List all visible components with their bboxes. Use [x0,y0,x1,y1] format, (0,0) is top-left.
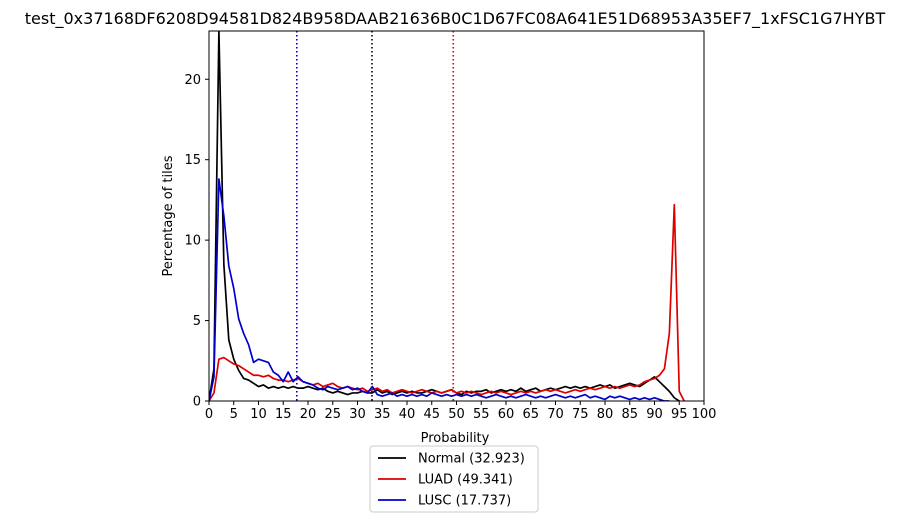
x-tick-label: 0 [205,407,213,422]
y-tick-label: 15 [184,153,201,168]
x-axis-label: Probability [421,431,490,446]
series-line-2 [209,178,670,401]
x-tick-label: 25 [324,407,341,422]
legend-entry-2: LUSC (17.737) [418,494,511,509]
legend-entry-1: LUAD (49.341) [418,473,513,488]
series-group [209,31,685,401]
plot-area: 0 5 10 15 20 25 30 35 40 45 50 55 60 65 70 75 80 85 90 95 10… [184,30,717,422]
x-tick-label: 15 [275,407,292,422]
plot-frame [208,30,705,402]
x-tick-label: 50 [448,407,465,422]
legend-box [369,445,539,513]
chart-title: test_0x37168DF6208D94581D824B958DAAB2163… [25,9,886,29]
x-tick-label: 55 [473,407,490,422]
x-tick-label: 5 [230,407,238,422]
y-tick-label: 20 [184,73,201,88]
x-tick-label: 65 [522,407,539,422]
y-axis-label: Percentage of tiles [161,155,176,276]
x-tick-label: 85 [621,407,638,422]
x-tick-label: 80 [597,407,614,422]
x-tick-label: 35 [374,407,391,422]
x-tick-label: 30 [349,407,366,422]
y-tick-label: 5 [193,314,201,329]
legend: Normal (32.923) LUAD (49.341) LUSC (17.737… [369,445,539,513]
x-tick-label: 70 [547,407,564,422]
legend-entry-0: Normal (32.923) [418,452,525,467]
x-tick-label: 75 [572,407,589,422]
x-tick-label: 100 [692,407,717,422]
x-tick-label: 45 [423,407,440,422]
x-tick-label: 60 [498,407,515,422]
series-line-1 [209,203,685,401]
x-tick-label: 20 [300,407,317,422]
y-tick-label: 0 [193,395,201,410]
y-tick-label: 10 [184,234,201,249]
x-tick-label: 95 [671,407,688,422]
series-line-0 [209,31,680,401]
x-tick-label: 40 [399,407,416,422]
x-tick-label: 10 [250,407,267,422]
x-tick-label: 90 [646,407,663,422]
